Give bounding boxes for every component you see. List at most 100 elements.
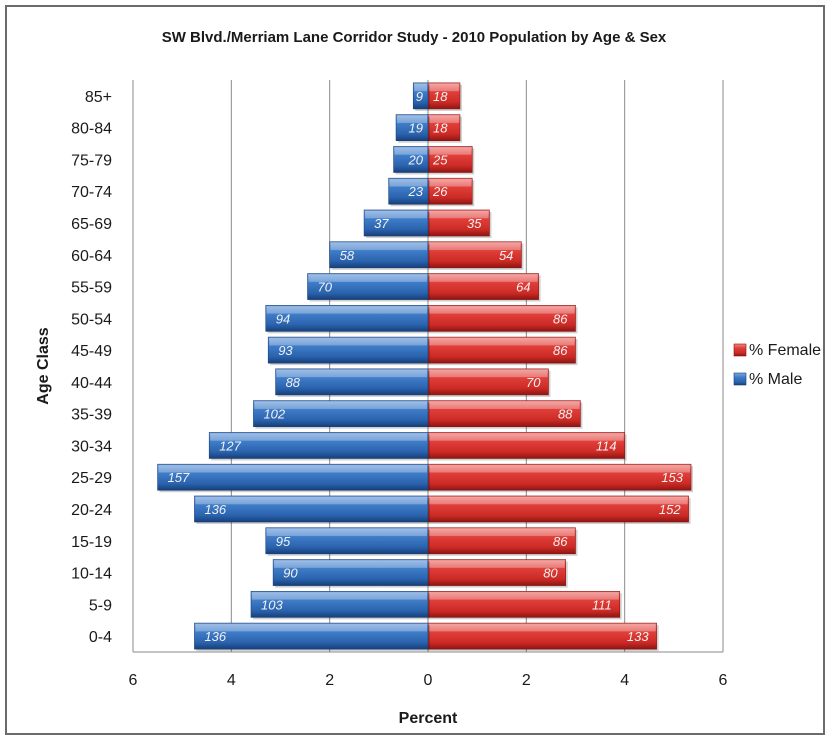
data-label-female: 133 — [627, 629, 649, 644]
bar-highlight — [158, 465, 428, 473]
bar-highlight — [429, 147, 472, 155]
bar-highlight — [429, 496, 688, 505]
legend-swatch-female — [733, 343, 747, 357]
data-label-male: 136 — [204, 629, 226, 644]
bar-male — [388, 177, 429, 205]
bar-female — [427, 114, 461, 141]
bar-male — [395, 114, 429, 141]
bar-male — [265, 527, 429, 555]
bar-highlight — [429, 369, 548, 378]
y-tick-label: 5-9 — [89, 597, 112, 614]
data-label-female: 86 — [553, 311, 568, 326]
y-tick-label: 75-79 — [71, 152, 112, 169]
bar-highlight — [429, 624, 656, 632]
y-tick-label: 65-69 — [71, 216, 112, 233]
data-label-female: 152 — [659, 502, 681, 517]
y-tick-label: 15-19 — [71, 534, 112, 551]
legend-label-male: % Male — [749, 371, 802, 388]
bar-male — [265, 305, 429, 332]
bar-highlight — [195, 624, 427, 632]
data-label-female: 18 — [433, 89, 448, 104]
x-tick-label: 4 — [227, 672, 236, 689]
bar-female — [427, 463, 692, 491]
bar-highlight — [429, 338, 575, 346]
bar-male — [250, 591, 429, 618]
bar-male — [393, 146, 429, 173]
y-tick-label: 25-29 — [71, 470, 112, 487]
bar-highlight — [195, 496, 427, 505]
y-tick-label: 45-49 — [71, 343, 112, 360]
x-axis-title: Percent — [399, 710, 458, 727]
data-label-male: 157 — [168, 470, 190, 485]
bar-female — [427, 273, 539, 300]
data-label-female: 26 — [432, 184, 448, 199]
bar-highlight — [429, 433, 624, 441]
bar-highlight — [397, 115, 427, 123]
bar-female — [427, 495, 689, 523]
x-tick-label: 2 — [522, 672, 531, 689]
bar-highlight — [365, 210, 427, 219]
bar-highlight — [429, 306, 575, 314]
y-tick-label: 50-54 — [71, 311, 112, 328]
gridlines — [132, 80, 724, 652]
bar-highlight — [414, 83, 427, 92]
bar-highlight — [429, 465, 691, 473]
axes: 6 4 2 0 2 4 60-45-910-1415-1920-2425-2930-3435… — [71, 89, 727, 689]
data-label-male: 9 — [416, 89, 423, 104]
bar-male — [412, 82, 429, 110]
bar-female — [427, 527, 576, 555]
bar-male — [267, 336, 429, 364]
data-label-female: 18 — [433, 121, 448, 136]
bar-highlight — [252, 592, 427, 600]
bar-male — [194, 622, 429, 650]
bar-female — [427, 177, 473, 205]
bar-male — [208, 432, 429, 459]
bar-highlight — [308, 274, 427, 282]
legend-swatch-male — [733, 372, 747, 386]
chart-title: SW Blvd./Merriam Lane Corridor Study - 2… — [162, 29, 667, 46]
bar-highlight — [210, 433, 427, 441]
bar-highlight — [330, 242, 427, 251]
bar-highlight — [429, 274, 538, 282]
bar-highlight — [276, 369, 427, 378]
bar-male — [272, 559, 429, 586]
bar-highlight — [266, 306, 427, 314]
data-label-female: 25 — [432, 152, 448, 167]
data-label-male: 127 — [219, 438, 241, 453]
data-labels: 133 136 111 103 80 90 86 95 152 136 153 157 114 127 88… — [168, 89, 684, 644]
bar-highlight — [429, 210, 489, 219]
data-label-male: 70 — [318, 280, 333, 295]
data-label-male: 94 — [276, 311, 290, 326]
bar-female — [427, 368, 549, 396]
y-tick-label: 0-4 — [89, 629, 112, 646]
bar-highlight — [429, 560, 565, 568]
data-label-male: 93 — [278, 343, 293, 358]
bar-highlight — [389, 179, 427, 187]
legend: % Female % Male — [733, 342, 821, 388]
data-label-male: 19 — [409, 121, 423, 136]
y-tick-label: 10-14 — [71, 566, 112, 583]
bar-female — [427, 591, 621, 618]
y-axis-title: Age Class — [35, 327, 52, 404]
data-label-female: 153 — [661, 470, 683, 485]
legend-label-female: % Female — [749, 342, 821, 359]
bar-female — [427, 559, 566, 586]
bar-highlight — [269, 338, 427, 346]
bar-highlight — [429, 115, 459, 123]
bar-highlight — [429, 592, 619, 600]
bar-highlight — [274, 560, 427, 568]
y-tick-label: 30-34 — [71, 438, 112, 455]
data-label-male: 90 — [283, 566, 298, 581]
bar-male — [194, 495, 429, 523]
bar-highlight — [429, 83, 459, 92]
bar-highlight — [394, 147, 427, 155]
bars — [157, 82, 694, 652]
y-tick-label: 55-59 — [71, 280, 112, 297]
bar-male — [275, 368, 429, 396]
data-label-female: 80 — [543, 566, 558, 581]
bar-highlight — [429, 401, 580, 409]
bar-highlight — [429, 179, 472, 187]
bar-highlight — [429, 528, 575, 537]
